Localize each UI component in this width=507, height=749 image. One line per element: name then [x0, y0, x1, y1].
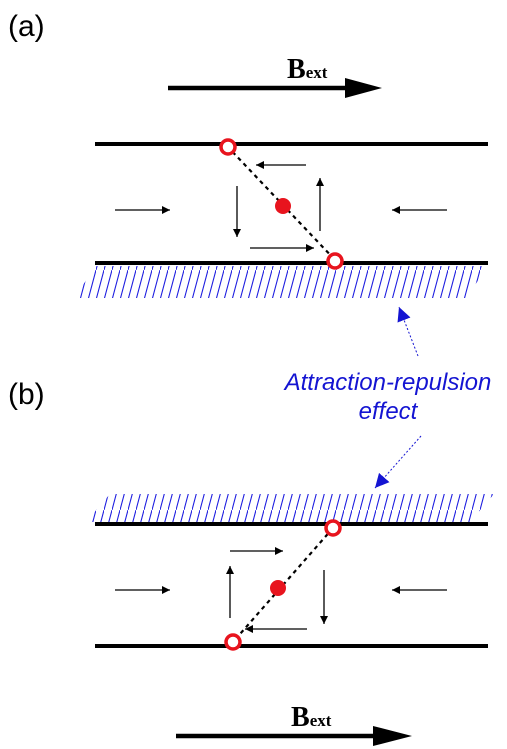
panel-b: (b) Bext: [8, 378, 494, 746]
particle-icon: [324, 519, 342, 537]
wall-hatch-icon: [74, 266, 488, 298]
center-particle-icon: [275, 198, 291, 214]
annotation-arrow-down: [374, 435, 422, 489]
annotation-line-2: effect: [359, 398, 419, 425]
annotation-line-1: Attraction-repulsion: [283, 369, 492, 396]
particle-icon: [224, 633, 242, 651]
dumbbell-link: [226, 145, 337, 262]
annotation: Attraction-repulsion effect: [283, 306, 492, 489]
wall-hatch-icon: [86, 494, 494, 522]
field-arrow-top: Bext: [168, 54, 382, 98]
field-arrow-head-icon: [345, 78, 382, 98]
center-particle-icon: [270, 580, 286, 596]
annotation-arrow-up: [397, 306, 419, 357]
panel-a: (a) Bext: [8, 10, 488, 298]
panel-a-label: (a): [8, 10, 45, 43]
field-label-bottom: Bext: [291, 702, 332, 733]
panel-b-label: (b): [8, 378, 45, 411]
particle-icon: [326, 252, 344, 270]
particle-icon: [219, 138, 237, 156]
field-arrow-bottom: Bext: [176, 702, 412, 746]
field-arrow-head-icon: [373, 726, 412, 746]
field-label-top: Bext: [287, 54, 328, 85]
